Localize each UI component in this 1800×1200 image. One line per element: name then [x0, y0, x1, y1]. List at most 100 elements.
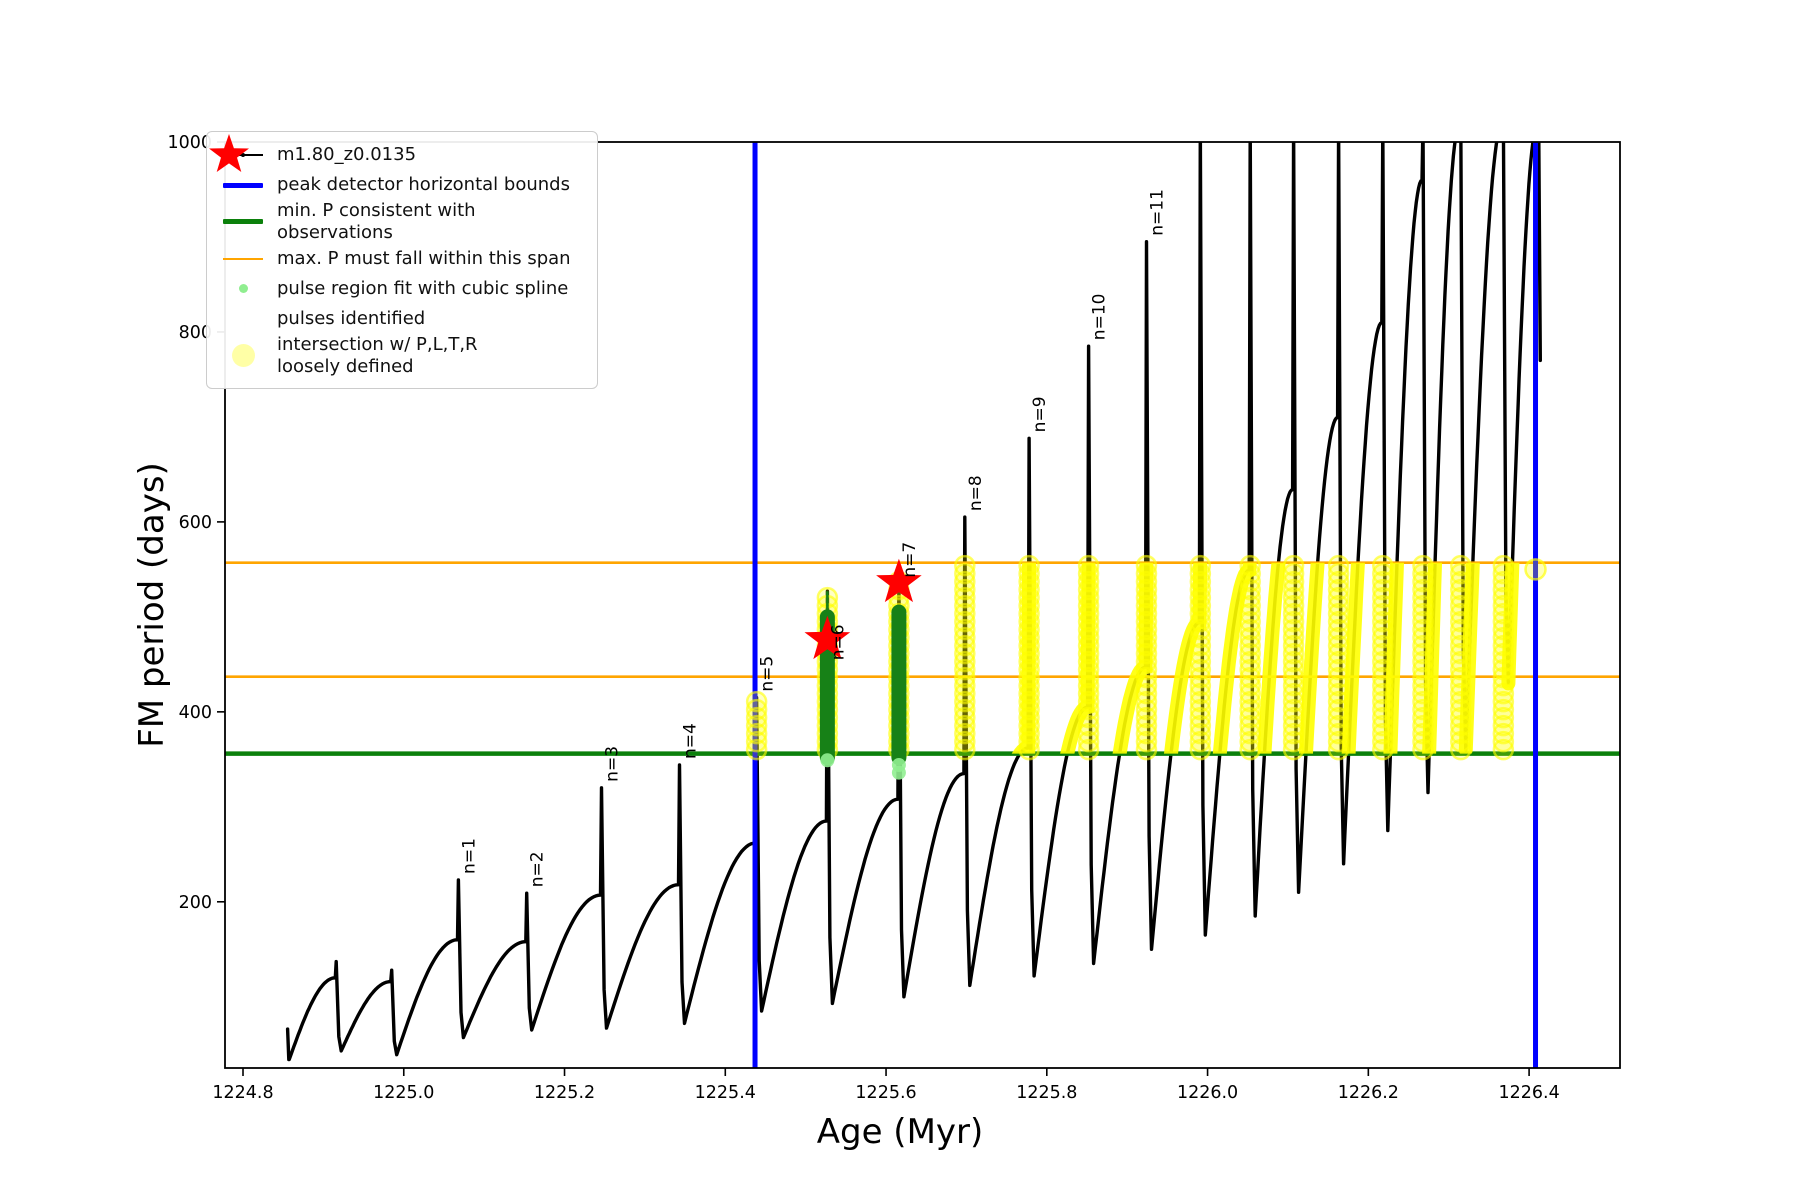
intersection-point: [1282, 650, 1305, 673]
intersection-point: [1189, 650, 1212, 673]
intersection-point: [1372, 642, 1394, 665]
star-icon: [209, 134, 249, 172]
x-axis-title: Age (Myr): [816, 1112, 984, 1152]
intersection-point: [1077, 610, 1100, 633]
intersection-point: [1189, 626, 1212, 649]
intersection-point: [1372, 650, 1394, 673]
intersection-point: [1239, 594, 1261, 617]
intersection-point: [1018, 674, 1040, 697]
y-tick-label: 200: [179, 893, 212, 913]
intersection-point: [1189, 610, 1212, 633]
intersection-point: [1077, 586, 1100, 609]
pulse-region-point: [891, 765, 906, 780]
intersection-point: [954, 626, 976, 649]
intersection-point: [1189, 674, 1212, 697]
intersection-point: [1077, 666, 1100, 689]
y-axis-title: FM period (days): [132, 462, 172, 748]
intersection-point: [1412, 722, 1434, 745]
pulse-number-label: n=9: [1030, 396, 1050, 432]
intersection-point: [1492, 554, 1515, 577]
intersection-point: [1077, 594, 1100, 617]
intersection-point: [954, 578, 976, 601]
intersection-point: [745, 698, 768, 721]
intersection-point: [1239, 578, 1261, 601]
intersection-point: [1239, 690, 1261, 713]
intersection-point: [1412, 698, 1434, 721]
intersection-point: [1327, 650, 1350, 673]
intersection-point: [1282, 586, 1305, 609]
intersection-point: [1239, 562, 1261, 585]
intersection-point: [1189, 602, 1212, 625]
intersection-point: [1135, 666, 1158, 689]
intersection-point: [1412, 554, 1434, 577]
legend-item: pulse region fit with cubic spline: [217, 274, 585, 304]
intersection-point: [1412, 610, 1434, 633]
intersection-point: [1372, 610, 1394, 633]
intersection-point: [1327, 602, 1350, 625]
legend-item: m1.80_z0.0135: [217, 140, 585, 170]
intersection-point: [1282, 562, 1305, 585]
intersection-point: [954, 562, 976, 585]
intersection-point: [1412, 618, 1434, 641]
intersection-point: [1412, 730, 1434, 753]
intersection-point: [1018, 562, 1040, 585]
pulse-number-label: n=11: [1147, 189, 1167, 236]
intersection-point: [1239, 722, 1261, 745]
intersection-point: [1327, 586, 1350, 609]
intersection-point: [1524, 558, 1547, 581]
intersection-point: [1327, 610, 1350, 633]
intersection-point: [1372, 674, 1394, 697]
intersection-point: [1239, 706, 1261, 729]
legend-marker: [217, 219, 269, 225]
intersection-point: [1412, 674, 1434, 697]
intersection-point: [1327, 618, 1350, 641]
intersection-point: [1077, 658, 1100, 681]
orange-line-marker: [223, 257, 263, 261]
intersection-point: [1492, 570, 1515, 593]
intersection-point: [1327, 578, 1350, 601]
intersection-point: [1412, 594, 1434, 617]
intersection-point: [1327, 738, 1350, 761]
intersection-point: [1077, 674, 1100, 697]
intersection-point: [1412, 634, 1434, 657]
legend-item: intersection w/ P,L,T,R loosely defined: [217, 334, 585, 378]
intersection-point: [1372, 570, 1394, 593]
intersection-point: [1327, 690, 1350, 713]
pulse-number-label: n=2: [528, 851, 548, 887]
intersection-point: [1282, 666, 1305, 689]
intersection-point: [1327, 674, 1350, 697]
x-tick-label: 1225.8: [1016, 1083, 1077, 1103]
intersection-point: [1077, 706, 1100, 729]
intersection-point: [1372, 682, 1394, 705]
intersection-point: [1412, 642, 1434, 665]
intersection-point: [1450, 714, 1472, 737]
intersection-point: [1492, 626, 1515, 649]
intersection-point: [1450, 602, 1472, 625]
intersection-point: [1492, 698, 1515, 721]
legend-item: max. P must fall within this span: [217, 244, 585, 274]
intersection-point: [1492, 682, 1515, 705]
intersection-point: [1189, 690, 1212, 713]
legend-label: max. P must fall within this span: [277, 247, 571, 269]
intersection-point: [1239, 666, 1261, 689]
intersection-point: [1372, 690, 1394, 713]
intersection-point: [1412, 690, 1434, 713]
intersection-point: [1135, 570, 1158, 593]
intersection-point: [1189, 578, 1212, 601]
intersection-point: [1492, 690, 1515, 713]
yellow-dot-marker: [231, 344, 255, 368]
pulse-number-label: n=1: [459, 838, 479, 874]
intersection-point: [954, 586, 976, 609]
y-tick-label: 1000: [167, 133, 212, 153]
intersection-point: [1018, 578, 1040, 601]
intersection-point: [1450, 626, 1472, 649]
intersection-point: [1077, 626, 1100, 649]
intersection-point: [1189, 738, 1212, 761]
intersection-point: [1239, 642, 1261, 665]
intersection-point: [1492, 610, 1515, 633]
intersection-point: [1077, 554, 1100, 577]
intersection-point: [1189, 658, 1212, 681]
legend-marker: [217, 257, 269, 261]
intersection-point: [1492, 738, 1515, 761]
